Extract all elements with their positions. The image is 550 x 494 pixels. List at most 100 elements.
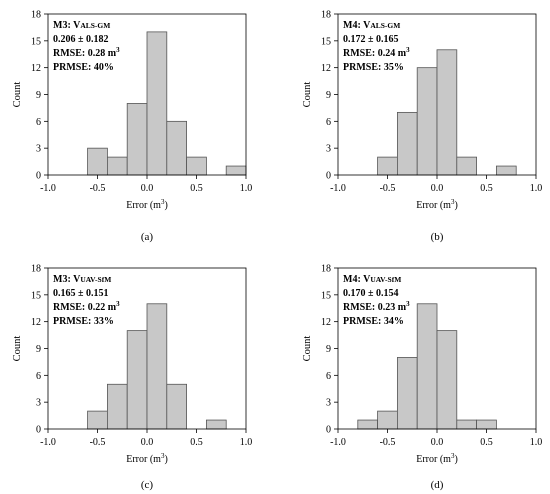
histogram-panel: 0 3 6 9 12 15 18 -1.0 -0.5 0.0 0.5 1.0 Error (m3) Cou… xyxy=(12,264,252,492)
histogram-bar xyxy=(377,410,398,430)
panel-caption: (c) xyxy=(141,479,154,491)
x-tick-label: 1.0 xyxy=(240,437,253,448)
annotation-prmse: PRMSE: 33% xyxy=(53,316,114,327)
histogram-bar xyxy=(107,383,128,430)
y-tick-label: 18 xyxy=(321,264,331,275)
histogram-bar xyxy=(357,419,378,430)
x-tick-label: 0.0 xyxy=(431,437,444,448)
histogram-bar xyxy=(456,419,477,430)
y-tick-label: 0 xyxy=(36,425,41,436)
histogram-bar xyxy=(107,156,128,176)
annotation-prmse: PRMSE: 34% xyxy=(343,316,404,327)
y-axis-label: Count xyxy=(12,336,23,362)
x-tick-label: -0.5 xyxy=(90,183,106,194)
x-tick-label: -1.0 xyxy=(40,183,56,194)
annotation-prmse: PRMSE: 40% xyxy=(53,62,114,73)
histogram-bar xyxy=(146,303,168,430)
x-tick-label: -0.5 xyxy=(380,437,396,448)
x-tick-label: -0.5 xyxy=(380,183,396,194)
y-tick-label: 18 xyxy=(31,264,41,275)
y-tick-label: 0 xyxy=(326,425,331,436)
x-tick-label: 0.5 xyxy=(480,437,493,448)
y-tick-label: 9 xyxy=(326,344,331,355)
annotation-model: M3: VUAV-SfM xyxy=(53,274,111,285)
histogram-panel: 0 3 6 9 12 15 18 -1.0 -0.5 0.0 0.5 1.0 Error (m3) Cou… xyxy=(302,264,542,492)
histogram-bar xyxy=(495,165,517,176)
annotation-stats: 0.206 ± 0.182 xyxy=(53,34,109,45)
x-tick-label: 1.0 xyxy=(530,183,543,194)
histogram-bar xyxy=(126,103,148,176)
histogram-bar xyxy=(377,156,398,176)
x-tick-label: 0.5 xyxy=(480,183,493,194)
y-tick-label: 9 xyxy=(326,90,331,101)
x-axis-label: Error (m3) xyxy=(416,452,458,465)
histogram-bar xyxy=(146,31,168,176)
panel-caption: (d) xyxy=(431,479,444,491)
annotation-rmse: RMSE: 0.24 m3 xyxy=(343,46,410,59)
y-axis-label: Count xyxy=(12,82,23,108)
y-tick-label: 9 xyxy=(36,90,41,101)
histogram-bar xyxy=(436,330,458,430)
x-tick-label: -1.0 xyxy=(330,183,346,194)
y-tick-label: 12 xyxy=(321,63,331,74)
y-tick-label: 15 xyxy=(321,36,331,47)
annotation-rmse: RMSE: 0.22 m3 xyxy=(53,300,120,313)
y-tick-label: 6 xyxy=(326,117,331,128)
x-tick-label: 0.0 xyxy=(141,437,154,448)
annotation-stats: 0.172 ± 0.165 xyxy=(343,34,399,45)
x-tick-label: 0.0 xyxy=(141,183,154,194)
y-tick-label: 3 xyxy=(326,144,331,155)
y-tick-label: 12 xyxy=(31,317,41,328)
x-axis-label: Error (m3) xyxy=(416,198,458,211)
annotation-rmse: RMSE: 0.23 m3 xyxy=(343,300,410,313)
histogram-bar xyxy=(456,156,477,176)
y-tick-label: 9 xyxy=(36,344,41,355)
x-tick-label: 1.0 xyxy=(240,183,253,194)
y-tick-label: 15 xyxy=(31,290,41,301)
y-tick-label: 15 xyxy=(321,290,331,301)
x-tick-label: -0.5 xyxy=(90,437,106,448)
y-tick-label: 15 xyxy=(31,36,41,47)
histogram-bar xyxy=(225,165,247,176)
panel-caption: (a) xyxy=(141,231,154,243)
y-tick-label: 3 xyxy=(36,144,41,155)
y-tick-label: 18 xyxy=(31,10,41,21)
histogram-panel: 0 3 6 9 12 15 18 -1.0 -0.5 0.0 0.5 1.0 Error (m3) Cou… xyxy=(302,10,542,244)
histogram-bar xyxy=(436,49,458,176)
y-tick-label: 12 xyxy=(31,63,41,74)
histogram-bar xyxy=(126,330,148,430)
annotation-stats: 0.165 ± 0.151 xyxy=(53,288,109,299)
histogram-bar xyxy=(87,410,108,430)
y-tick-label: 12 xyxy=(321,317,331,328)
histogram-bar xyxy=(166,120,188,176)
y-tick-label: 3 xyxy=(36,398,41,409)
x-tick-label: -1.0 xyxy=(330,437,346,448)
y-tick-label: 0 xyxy=(326,171,331,182)
y-tick-label: 0 xyxy=(36,171,41,182)
histogram-bar xyxy=(87,147,108,176)
x-tick-label: 0.5 xyxy=(190,183,203,194)
histogram-bar xyxy=(205,419,227,430)
y-tick-label: 3 xyxy=(326,398,331,409)
y-axis-label: Count xyxy=(302,82,313,108)
histogram-bar xyxy=(396,357,418,430)
x-axis-label: Error (m3) xyxy=(126,198,168,211)
histogram-panel: 0 3 6 9 12 15 18 -1.0 -0.5 0.0 0.5 1.0 Error (m3) Cou… xyxy=(12,10,252,244)
histogram-bar xyxy=(476,419,497,430)
y-axis-label: Count xyxy=(302,336,313,362)
histogram-bar xyxy=(396,111,418,176)
annotation-model: M3: VALS-GM xyxy=(53,20,110,31)
panel-caption: (b) xyxy=(431,231,444,243)
x-axis-label: Error (m3) xyxy=(126,452,168,465)
annotation-model: M4: VALS-GM xyxy=(343,20,400,31)
x-tick-label: 0.0 xyxy=(431,183,444,194)
histogram-bar xyxy=(166,383,188,430)
x-tick-label: -1.0 xyxy=(40,437,56,448)
x-tick-label: 0.5 xyxy=(190,437,203,448)
y-tick-label: 18 xyxy=(321,10,331,21)
y-tick-label: 6 xyxy=(36,117,41,128)
histogram-bar xyxy=(186,156,207,176)
y-tick-label: 6 xyxy=(326,371,331,382)
annotation-prmse: PRMSE: 35% xyxy=(343,62,404,73)
